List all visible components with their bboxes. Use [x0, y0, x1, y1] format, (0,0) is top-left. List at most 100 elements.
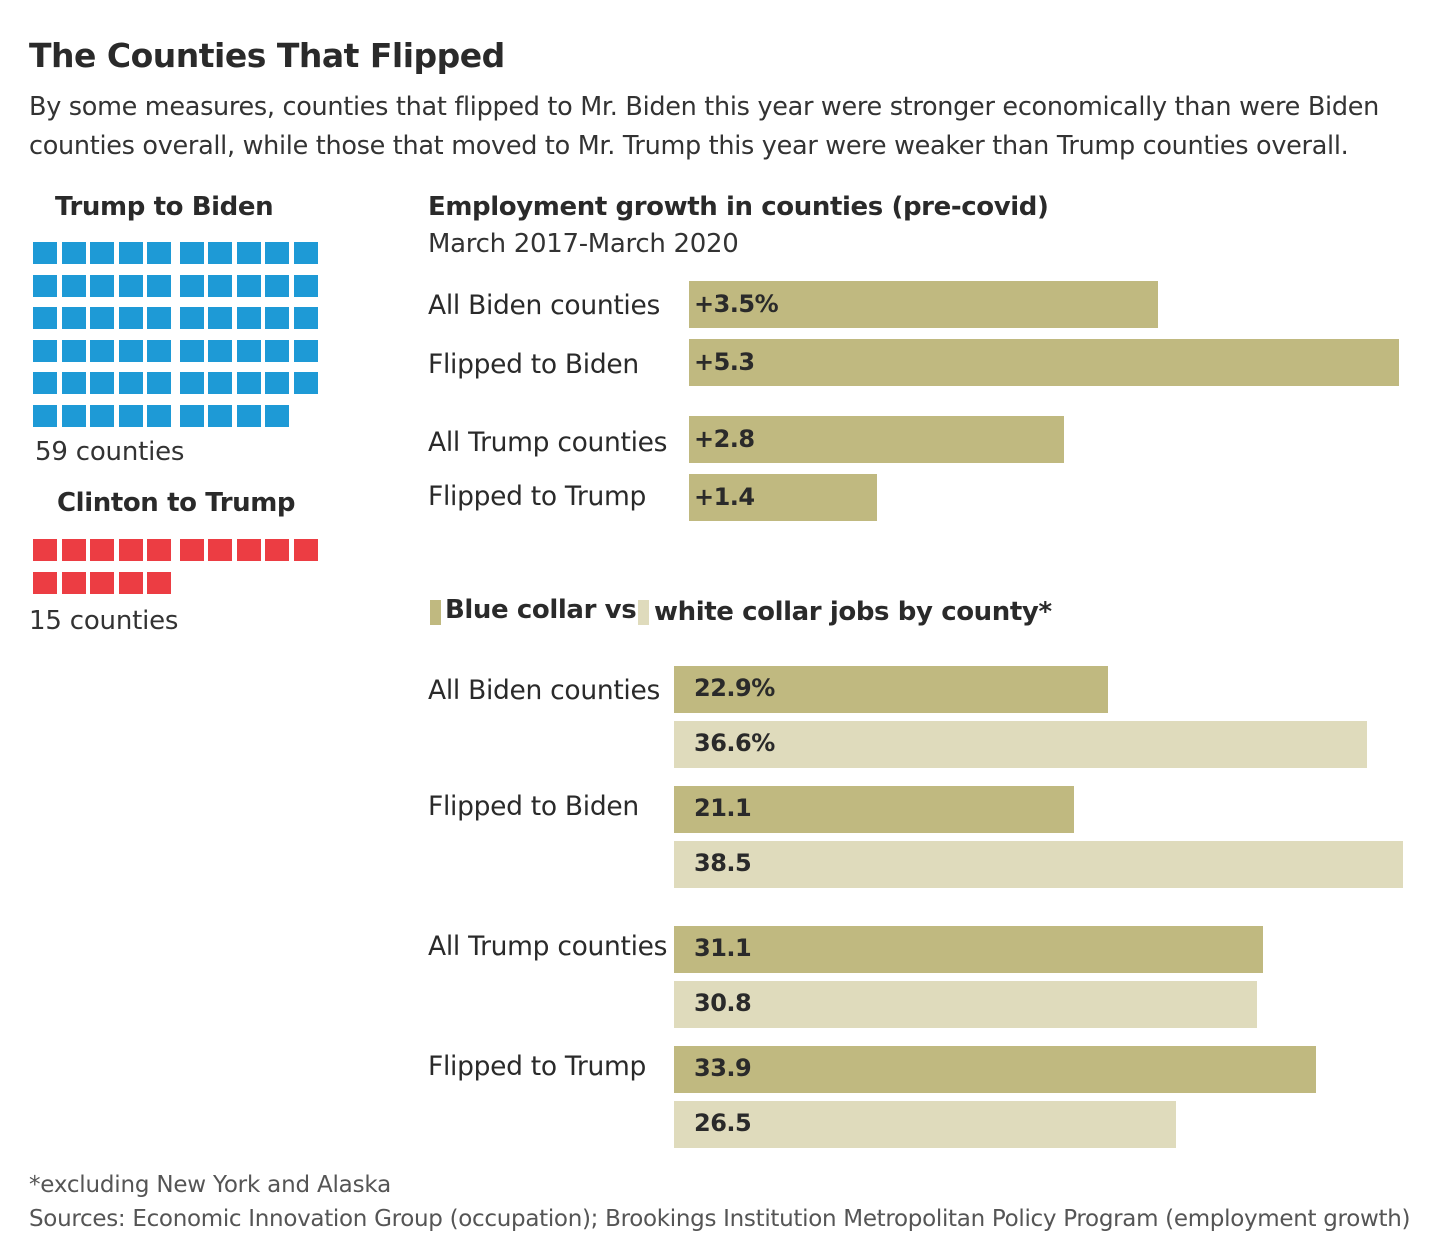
waffle-square	[236, 404, 261, 427]
bar	[674, 981, 1258, 1028]
waffle-square	[90, 539, 114, 561]
waffle-square	[293, 274, 318, 297]
waffle-square	[293, 242, 318, 264]
waffle-square	[147, 307, 171, 329]
category-label: Flipped to Trump	[428, 481, 647, 512]
data-label: +3.5%	[694, 290, 779, 318]
waffle-square	[61, 242, 86, 264]
waffle-square	[61, 539, 86, 561]
bar	[674, 841, 1403, 888]
waffle-heading-trump-to-biden: Trump to Biden	[55, 192, 274, 222]
waffle-square	[90, 274, 114, 297]
category-label: Flipped to Biden	[428, 791, 639, 822]
waffle-square	[179, 242, 204, 264]
legend-swatch-white-collar	[638, 600, 649, 625]
waffle-square	[208, 404, 232, 427]
waffle-square	[118, 571, 143, 594]
waffle-square	[265, 242, 289, 264]
employment-chart-subtitle: March 2017-March 2020	[428, 229, 739, 259]
waffle-square	[265, 339, 289, 362]
waffle-square	[147, 372, 171, 394]
waffle-square	[33, 307, 57, 329]
waffle-square	[118, 404, 143, 427]
waffle-square	[179, 372, 204, 394]
waffle-square	[208, 539, 232, 561]
bar	[674, 1046, 1316, 1093]
bar	[674, 1101, 1176, 1148]
waffle-square	[33, 242, 57, 264]
waffle-square	[147, 539, 171, 561]
bar	[674, 786, 1074, 833]
waffle-square	[33, 571, 57, 594]
waffle-square	[61, 274, 86, 297]
employment-chart-title: Employment growth in counties (pre-covid…	[428, 192, 1049, 222]
category-label: Flipped to Biden	[428, 349, 639, 380]
bar	[689, 339, 1399, 386]
waffle-square	[90, 307, 114, 329]
waffle-square	[208, 339, 232, 362]
waffle-square	[118, 372, 143, 394]
data-label: +5.3	[694, 348, 755, 376]
bar	[689, 416, 1065, 463]
waffle-square	[118, 539, 143, 561]
data-label: +1.4	[694, 483, 755, 511]
waffle-square	[236, 242, 261, 264]
waffle-square	[293, 539, 318, 561]
waffle-count-trump-to-biden: 59 counties	[35, 437, 185, 467]
waffle-square	[33, 274, 57, 297]
waffle-square	[208, 307, 232, 329]
chart-subtitle: By some measures, counties that flipped …	[29, 92, 1379, 161]
waffle-square	[265, 372, 289, 394]
category-label: All Trump counties	[428, 427, 668, 458]
chart-title: The Counties That Flipped	[29, 36, 505, 75]
waffle-square	[61, 372, 86, 394]
waffle-square	[33, 539, 57, 561]
bar	[674, 666, 1108, 713]
sources: Sources: Economic Innovation Group (occu…	[29, 1206, 1411, 1232]
bar	[689, 281, 1158, 328]
waffle-square	[118, 242, 143, 264]
waffle-square	[61, 307, 86, 329]
waffle-square	[265, 307, 289, 329]
waffle-square	[147, 242, 171, 264]
waffle-square	[208, 372, 232, 394]
data-label: 21.1	[694, 794, 752, 822]
waffle-square	[265, 539, 289, 561]
waffle-square	[208, 242, 232, 264]
category-label: Flipped to Trump	[428, 1051, 647, 1082]
data-label: +2.8	[694, 425, 755, 453]
legend-swatch-blue-collar	[430, 600, 441, 625]
waffle-square	[293, 339, 318, 362]
waffle-square	[90, 339, 114, 362]
data-label: 22.9%	[694, 674, 775, 702]
waffle-square	[90, 242, 114, 264]
waffle-square	[208, 274, 232, 297]
waffle-square	[61, 339, 86, 362]
waffle-square	[118, 274, 143, 297]
waffle-square	[118, 339, 143, 362]
waffle-square	[236, 372, 261, 394]
data-label: 26.5	[694, 1109, 752, 1137]
waffle-square	[33, 372, 57, 394]
data-label: 38.5	[694, 849, 752, 877]
waffle-square	[147, 404, 171, 427]
bar	[689, 474, 877, 521]
waffle-square	[90, 372, 114, 394]
data-label: 30.8	[694, 989, 752, 1017]
category-label: All Trump counties	[428, 931, 668, 962]
waffle-square	[61, 571, 86, 594]
data-label: 36.6%	[694, 729, 775, 757]
data-label: 33.9	[694, 1054, 752, 1082]
waffle-square	[61, 404, 86, 427]
waffle-square	[293, 372, 318, 394]
category-label: All Biden counties	[428, 675, 661, 706]
waffle-square	[147, 571, 171, 594]
waffle-square	[179, 307, 204, 329]
footnote: *excluding New York and Alaska	[29, 1172, 391, 1198]
legend-label-blue-collar: Blue collar vs.	[445, 595, 646, 625]
waffle-square	[147, 339, 171, 362]
waffle-square	[90, 404, 114, 427]
waffle-square	[265, 404, 289, 427]
category-label: All Biden counties	[428, 290, 661, 321]
waffle-square	[236, 339, 261, 362]
